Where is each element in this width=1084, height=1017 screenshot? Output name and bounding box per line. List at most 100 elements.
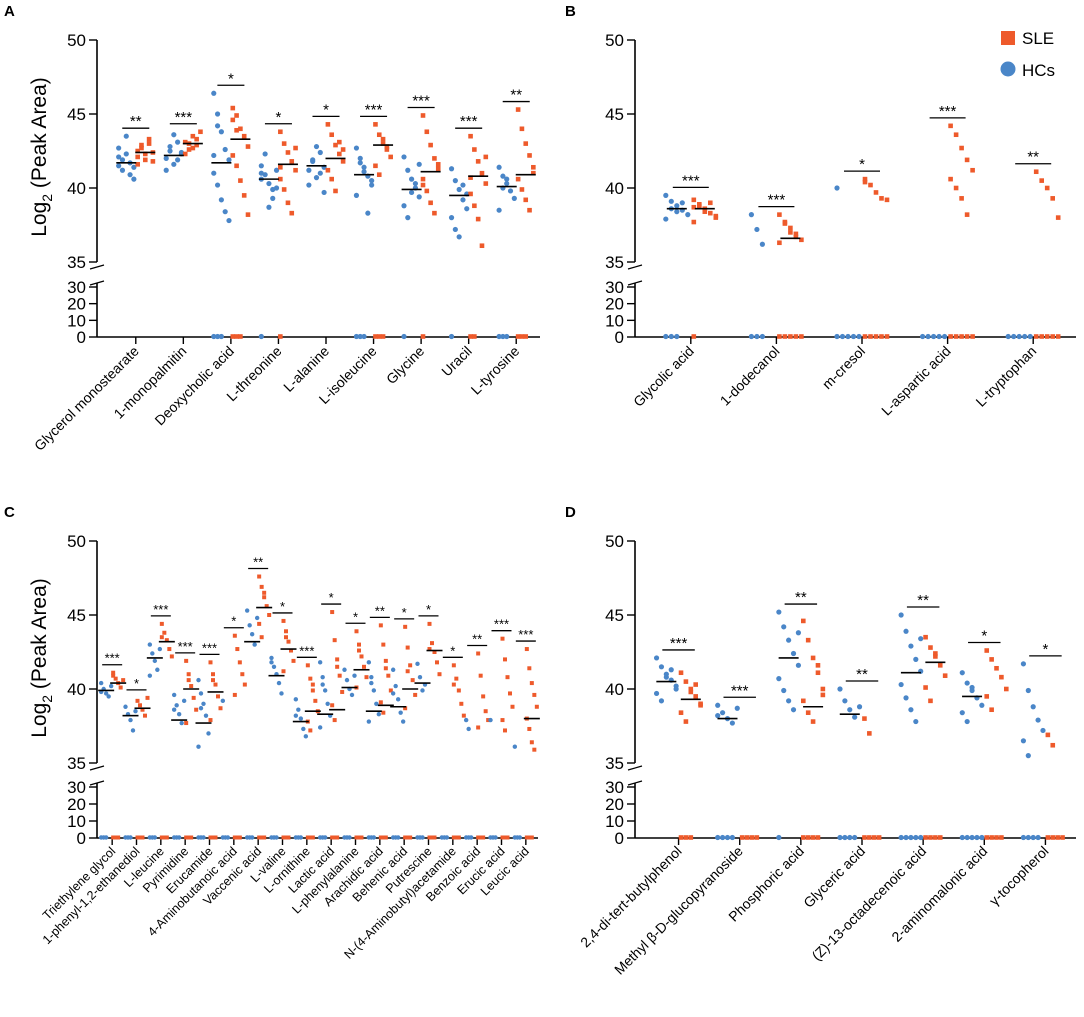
hc-point <box>320 682 325 687</box>
sle-zero-point <box>1060 835 1065 840</box>
sle-point <box>293 145 298 151</box>
hc-point <box>317 170 323 176</box>
hc-point <box>512 744 518 749</box>
sle-zero-point <box>1055 334 1061 339</box>
sle-zero-point <box>213 835 218 840</box>
sle-point <box>691 197 697 203</box>
sle-point <box>519 187 525 192</box>
sle-point <box>476 725 481 730</box>
sle-zero-point <box>937 835 943 840</box>
sle-point <box>424 188 430 194</box>
hc-point <box>357 160 363 166</box>
hc-point <box>674 203 680 209</box>
hc-point <box>296 707 301 712</box>
hc-point <box>969 684 975 691</box>
hc-point <box>903 695 909 701</box>
hc-point <box>488 717 493 723</box>
hc-point <box>276 680 282 686</box>
sle-zero-point <box>678 835 684 840</box>
hc-zero-point <box>1030 834 1036 841</box>
sle-point <box>194 136 199 142</box>
sle-zero-point <box>308 835 313 840</box>
sle-zero-point <box>1050 835 1056 840</box>
hc-point <box>214 123 221 129</box>
sle-point <box>150 159 156 164</box>
hc-zero-point <box>128 835 133 840</box>
sle-point <box>284 629 288 634</box>
hc-point <box>152 658 158 664</box>
hc-zero-point <box>517 835 523 840</box>
sle-point <box>241 193 247 198</box>
hc-point <box>401 203 407 209</box>
sle-point <box>340 147 346 152</box>
sle-point <box>693 682 698 687</box>
sle-point <box>1003 686 1009 692</box>
hc-zero-point <box>920 333 926 340</box>
sle-zero-point <box>782 334 788 339</box>
sle-point <box>139 142 144 148</box>
hc-point <box>273 185 280 191</box>
sle-point <box>476 651 481 656</box>
sle-point <box>862 179 868 185</box>
sle-zero-point <box>884 334 890 339</box>
sle-zero-point <box>135 835 140 840</box>
hc-point <box>776 609 782 615</box>
y-tick-label: 0 <box>615 328 624 347</box>
sle-zero-point <box>505 835 510 840</box>
hc-zero-point <box>979 834 985 841</box>
legend-sle-label: SLE <box>1022 29 1054 48</box>
hc-zero-point <box>444 835 450 840</box>
sle-point <box>702 209 708 214</box>
sle-zero-point <box>777 334 782 339</box>
sle-point <box>159 635 164 640</box>
sle-point <box>688 686 694 692</box>
sle-point <box>232 633 237 638</box>
sle-zero-point <box>420 334 426 339</box>
sle-point <box>257 574 262 579</box>
hc-point <box>369 178 375 184</box>
sle-point <box>284 635 288 640</box>
axis-break-mark <box>627 765 643 771</box>
sle-zero-point <box>691 334 697 339</box>
y-tick-label: 45 <box>67 606 86 625</box>
y-tick-label: 50 <box>67 532 86 551</box>
hc-point <box>119 167 126 173</box>
sle-zero-point <box>403 835 408 840</box>
sle-point <box>208 718 213 723</box>
hc-zero-point <box>504 333 510 340</box>
hc-point <box>511 195 517 201</box>
sle-zero-point <box>278 334 283 339</box>
hc-zero-point <box>225 835 231 840</box>
x-tick-label: L-tryptophan <box>972 343 1039 410</box>
significance-label: *** <box>682 172 700 189</box>
sle-point <box>500 718 505 723</box>
hc-point <box>786 637 792 643</box>
hc-point <box>898 612 904 618</box>
sle-point <box>333 142 338 148</box>
sle-zero-point <box>868 334 873 339</box>
sle-point <box>708 200 713 206</box>
significance-label: *** <box>299 643 314 658</box>
hc-point <box>653 690 660 697</box>
sle-point <box>454 676 459 681</box>
hc-point <box>754 226 760 233</box>
sle-point <box>999 674 1004 680</box>
sle-point <box>408 663 413 668</box>
sle-point <box>381 710 386 715</box>
x-tick-label: γ-tocopherol <box>986 843 1052 909</box>
hc-point <box>390 667 396 672</box>
sle-point <box>359 654 364 659</box>
sle-point <box>435 166 441 172</box>
hc-zero-point <box>322 835 328 840</box>
sle-zero-point <box>871 835 877 840</box>
sle-zero-point <box>357 835 361 840</box>
hc-point <box>781 624 787 630</box>
hc-zero-point <box>211 333 217 340</box>
hc-zero-point <box>448 333 455 340</box>
sle-point <box>862 716 867 721</box>
category-group: L-threonine* <box>223 109 298 404</box>
hc-zero-point <box>925 333 931 340</box>
sle-point <box>182 139 188 145</box>
y-tick-label: 40 <box>605 179 624 198</box>
